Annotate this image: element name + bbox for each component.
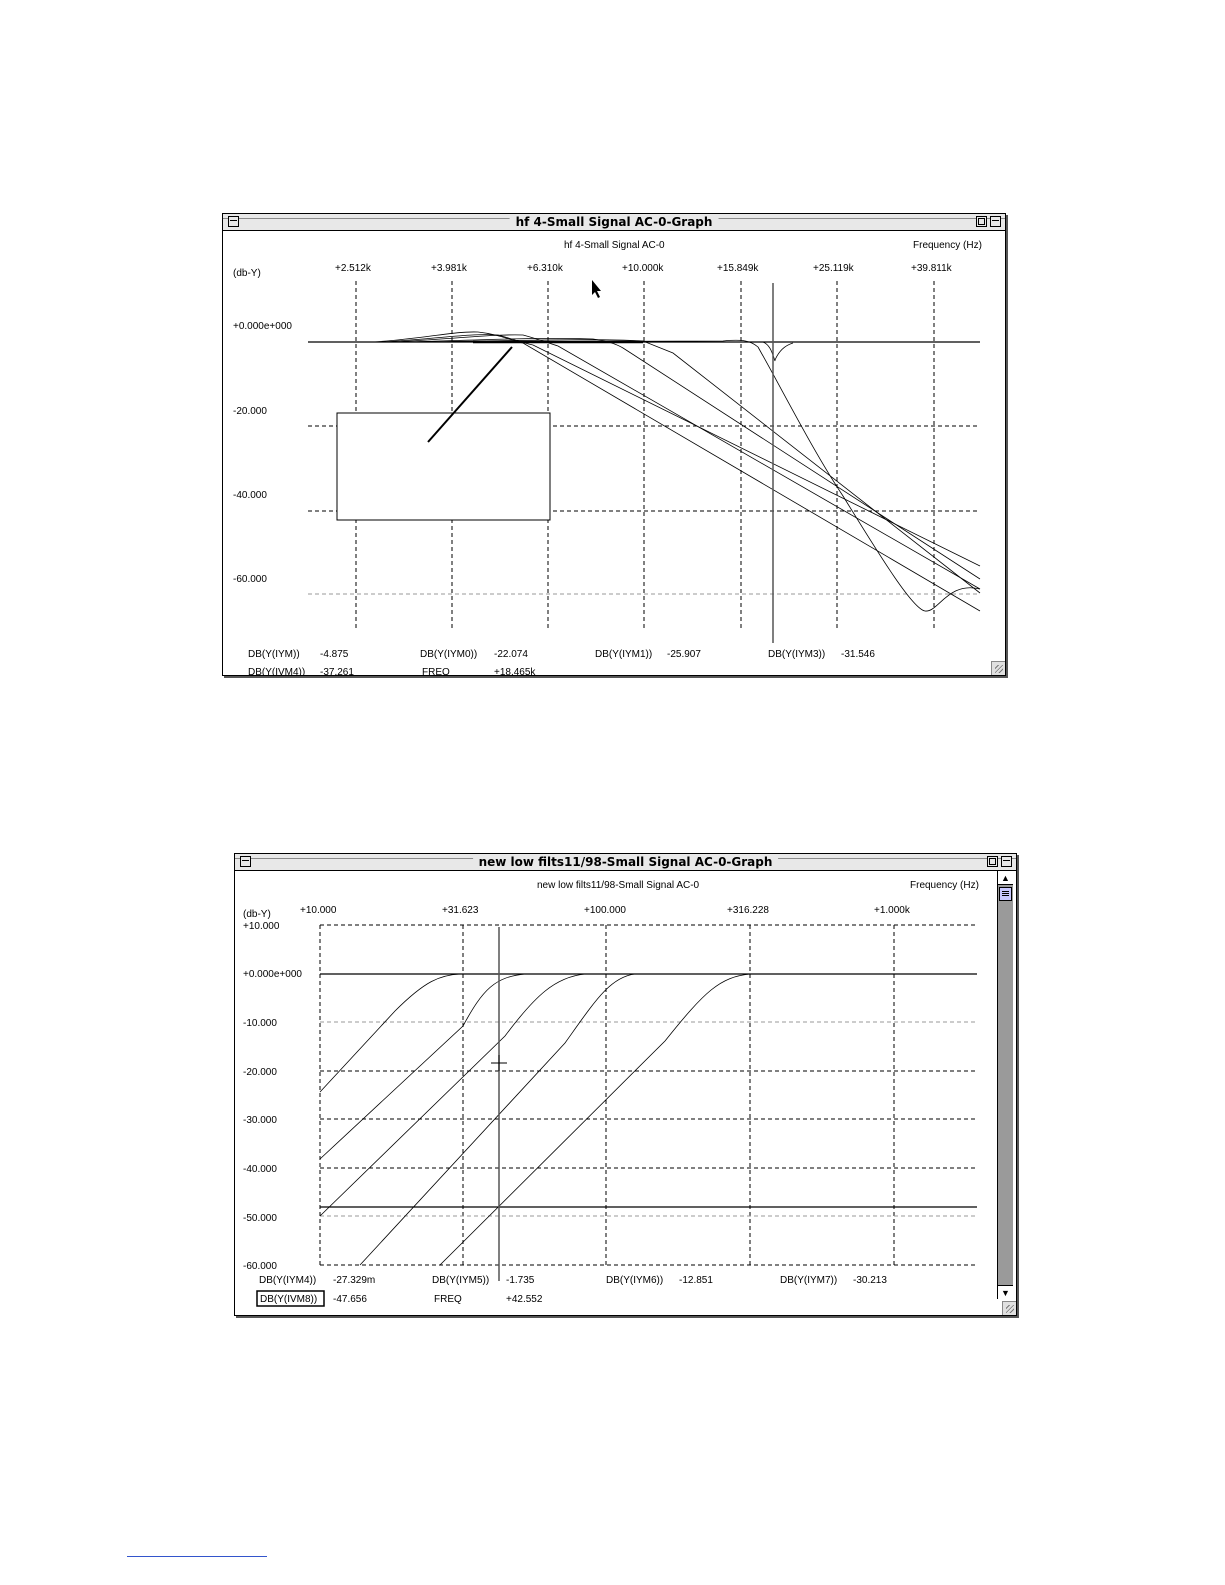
y-tick-label: -50.000: [243, 1213, 277, 1224]
x-tick-label: +15.849k: [717, 263, 759, 274]
crosshair-pointer-icon: [491, 1055, 507, 1071]
y-tick-label: -30.000: [243, 1115, 277, 1126]
y-tick-label: -20.000: [243, 1067, 277, 1078]
readout-value: -30.213: [853, 1275, 887, 1286]
y-tick-label: -60.000: [243, 1261, 277, 1272]
readout-label: DB(Y(IYM5)): [432, 1275, 489, 1286]
close-box-icon[interactable]: [240, 856, 251, 867]
readout-value: -12.851: [679, 1275, 713, 1286]
y-tick-label: +10.000: [243, 921, 280, 932]
y-tick-label: -40.000: [243, 1164, 277, 1175]
plot-title: hf 4-Small Signal AC-0: [564, 240, 665, 251]
readout-value: +18.465k: [494, 667, 536, 675]
x-axis-label: Frequency (Hz): [913, 240, 982, 251]
title-bar[interactable]: hf 4-Small Signal AC-0-Graph: [223, 214, 1005, 231]
x-tick-label: +25.119k: [813, 263, 855, 274]
scroll-up-arrow-icon[interactable]: ▲: [998, 871, 1013, 885]
y-tick-label: -40.000: [233, 490, 267, 501]
readout-value: -4.875: [320, 649, 349, 660]
y-tick-label: -10.000: [243, 1018, 277, 1029]
plot-area[interactable]: new low filts11/98-Small Signal AC-0 Fre…: [235, 871, 997, 1315]
y-tick-label: +0.000e+000: [243, 969, 302, 980]
readout-value: -27.329m: [333, 1275, 375, 1286]
collapse-box-icon[interactable]: [990, 216, 1001, 227]
readout-value: -1.735: [506, 1275, 535, 1286]
collapse-box-icon[interactable]: [1001, 856, 1012, 867]
zoom-box-icon[interactable]: [987, 856, 998, 867]
plot-area[interactable]: hf 4-Small Signal AC-0 Frequency (Hz) (d…: [223, 231, 1005, 675]
footnote-rule: [127, 1556, 267, 1557]
readout-value: -25.907: [667, 649, 701, 660]
title-bar[interactable]: new low filts11/98-Small Signal AC-0-Gra…: [235, 854, 1016, 871]
x-tick-label: +100.000: [584, 905, 626, 916]
x-tick-label: +316.228: [727, 905, 769, 916]
x-tick-label: +2.512k: [335, 263, 372, 274]
x-tick-label: +1.000k: [874, 905, 911, 916]
scroll-down-arrow-icon[interactable]: ▼: [998, 1285, 1013, 1299]
x-tick-label: +31.623: [442, 905, 479, 916]
readout-label: DB(Y(IYM1)): [595, 649, 652, 660]
readout-label: DB(Y(IVM4)): [248, 667, 305, 675]
y-tick-label: -20.000: [233, 406, 267, 417]
y-tick-label: +0.000e+000: [233, 321, 292, 332]
vertical-scrollbar[interactable]: ▲ ▼: [997, 871, 1013, 1299]
selected-trace-box[interactable]: [256, 1290, 325, 1307]
scroll-thumb[interactable]: [999, 887, 1012, 901]
y-axis-label: (db-Y): [243, 909, 271, 920]
x-axis-label: Frequency (Hz): [910, 880, 979, 891]
response-curves: [319, 973, 977, 1266]
readout-value: -37.261: [320, 667, 354, 675]
readout-label: DB(Y(IYM3)): [768, 649, 825, 660]
annotation-box[interactable]: [336, 412, 551, 521]
plot-title: new low filts11/98-Small Signal AC-0: [537, 880, 700, 891]
close-box-icon[interactable]: [228, 216, 239, 227]
x-tick-label: +39.811k: [911, 263, 953, 274]
mouse-pointer-icon: [592, 280, 601, 298]
grid: [319, 924, 977, 1266]
readout-label[interactable]: DB(Y(IVM8)): [260, 1294, 317, 1305]
readout-value: +42.552: [506, 1294, 543, 1305]
annotation-pointer: [427, 346, 513, 443]
x-tick-label: +10.000: [300, 905, 337, 916]
readout-label: DB(Y(IYM0)): [420, 649, 477, 660]
readout-label: FREQ: [422, 667, 450, 675]
x-tick-label: +3.981k: [431, 263, 468, 274]
x-tick-label: +10.000k: [622, 263, 664, 274]
window-title: hf 4-Small Signal AC-0-Graph: [509, 214, 719, 230]
zoom-box-icon[interactable]: [976, 216, 987, 227]
x-tick-label: +6.310k: [527, 263, 564, 274]
readout-label: DB(Y(IYM7)): [780, 1275, 837, 1286]
readout-value: -31.546: [841, 649, 875, 660]
readout-label: DB(Y(IYM4)): [259, 1275, 316, 1286]
readout-label: DB(Y(IYM)): [248, 649, 300, 660]
readout-value: -47.656: [333, 1294, 367, 1305]
readout-label: FREQ: [434, 1294, 462, 1305]
window-title: new low filts11/98-Small Signal AC-0-Gra…: [472, 854, 779, 870]
graph-window-hf4: hf 4-Small Signal AC-0-Graph hf 4-Small …: [222, 213, 1006, 676]
graph-window-new-low-filts: new low filts11/98-Small Signal AC-0-Gra…: [234, 853, 1017, 1316]
readout-value: -22.074: [494, 649, 528, 660]
resize-grip-icon[interactable]: [991, 661, 1005, 675]
y-axis-label: (db-Y): [233, 268, 261, 279]
readout-label: DB(Y(IYM6)): [606, 1275, 663, 1286]
resize-grip-icon[interactable]: [1002, 1301, 1016, 1315]
y-tick-label: -60.000: [233, 574, 267, 585]
